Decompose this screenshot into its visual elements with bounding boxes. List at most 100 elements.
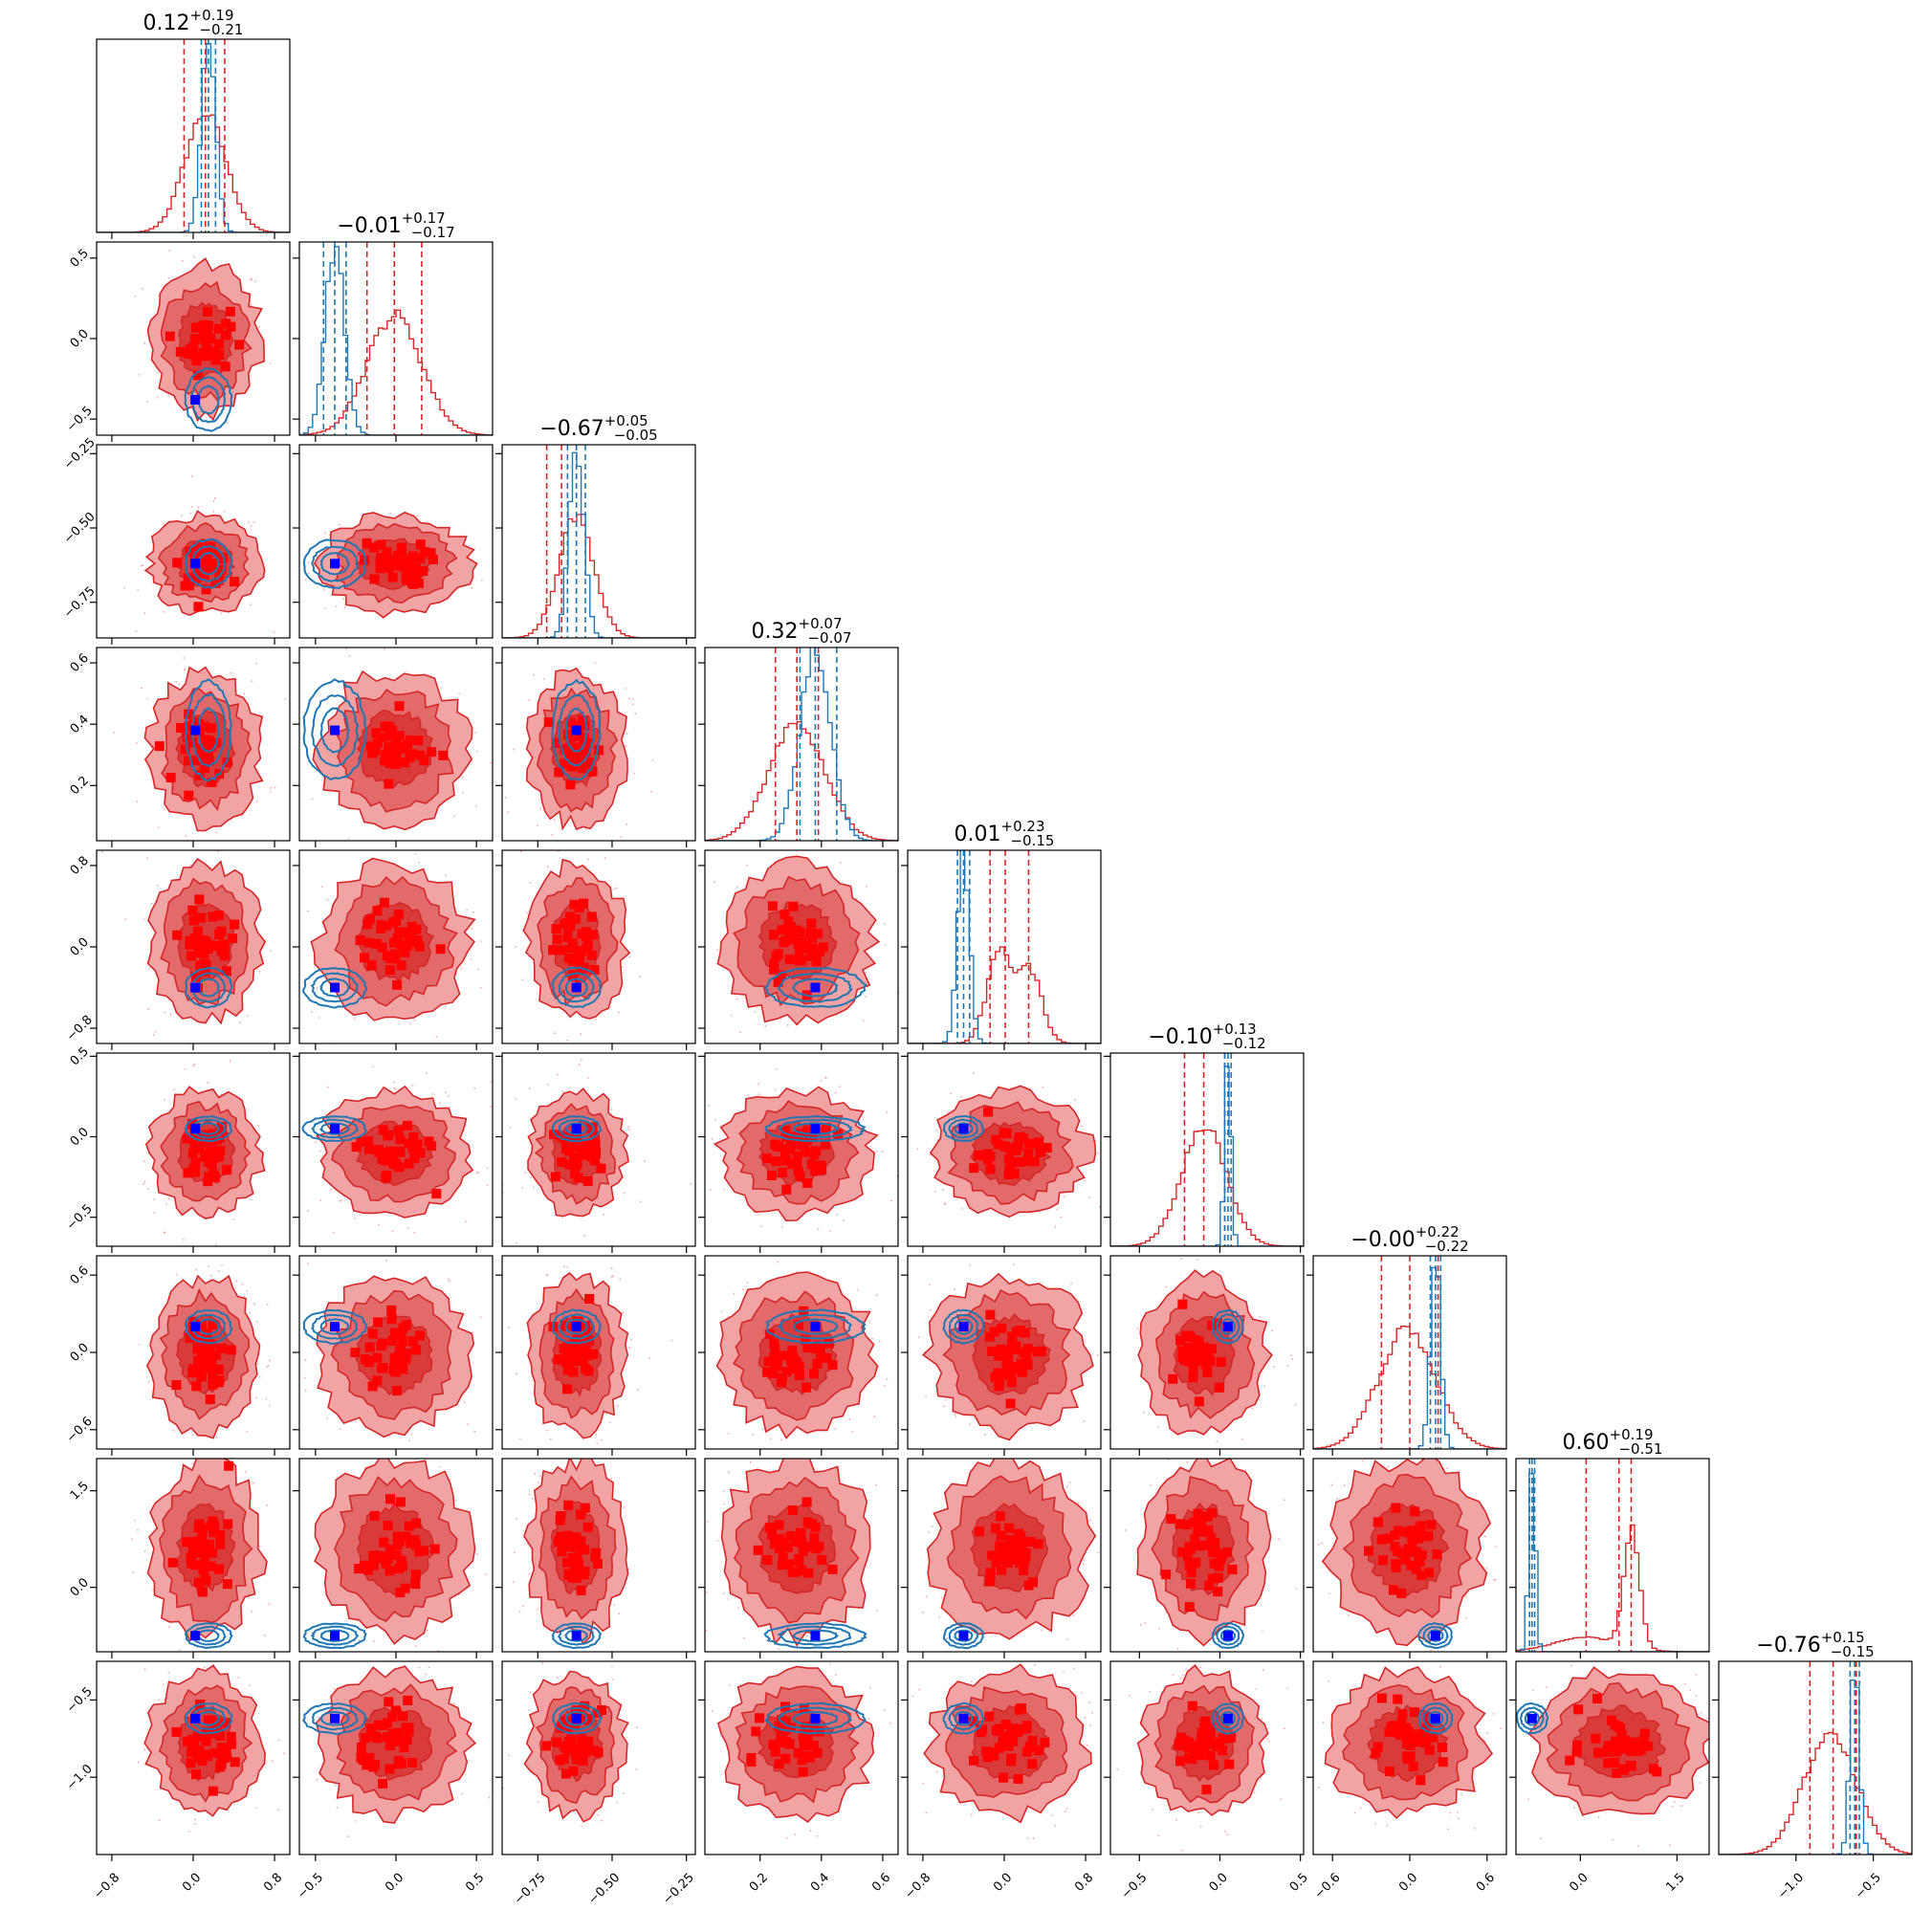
sample-point: [876, 1610, 878, 1613]
sample-point: [546, 866, 549, 868]
red-marker: [580, 1566, 590, 1576]
red-marker: [384, 562, 395, 573]
sample-point: [899, 944, 901, 946]
sample-point: [631, 698, 634, 700]
axes-frame: [501, 1458, 696, 1653]
sample-point: [255, 662, 257, 665]
red-marker: [204, 1156, 214, 1167]
sample-point: [851, 1431, 854, 1433]
red-marker: [552, 934, 562, 945]
red-marker: [969, 1163, 979, 1174]
sample-point: [884, 943, 887, 946]
red-marker: [201, 558, 211, 568]
contour-panel: [293, 1255, 494, 1456]
red-marker: [197, 1130, 208, 1140]
red-marker: [382, 920, 392, 931]
red-marker: [191, 1548, 202, 1558]
sample-point: [147, 1381, 150, 1383]
sample-point: [184, 1665, 186, 1667]
sample-point: [189, 512, 192, 515]
red-marker: [382, 751, 392, 761]
red-marker: [210, 578, 221, 588]
sample-point: [1143, 1411, 1145, 1414]
red-marker: [183, 348, 193, 359]
contour-panel: −0.50.00.5: [64, 241, 291, 442]
sample-point: [294, 1128, 296, 1130]
red-marker: [427, 1141, 437, 1152]
red-marker: [190, 756, 201, 766]
contour-level: [1219, 1318, 1236, 1335]
red-marker: [355, 935, 365, 946]
red-marker: [1175, 1335, 1186, 1346]
sample-point: [163, 523, 165, 525]
sample-point: [484, 1573, 487, 1576]
red-marker: [561, 1557, 572, 1568]
contour-level: [778, 973, 853, 1003]
sample-point: [634, 713, 637, 715]
red-marker: [221, 330, 231, 340]
sample-point: [539, 1475, 541, 1478]
red-marker: [190, 573, 201, 583]
sample-point: [627, 1126, 629, 1129]
y-tick-label: 0.8: [68, 854, 92, 878]
sample-point: [955, 1416, 957, 1418]
sample-point: [143, 1550, 146, 1553]
sample-point: [894, 1441, 897, 1444]
sample-point: [522, 1605, 524, 1608]
red-marker: [202, 306, 212, 317]
sample-point: [477, 968, 479, 971]
contour-panel: [495, 647, 696, 847]
blue-histogram: [705, 648, 898, 841]
sample-point: [316, 987, 318, 989]
sample-point: [185, 835, 187, 837]
red-marker: [783, 916, 794, 927]
red-marker: [400, 757, 410, 768]
red-marker: [185, 935, 195, 946]
red-marker: [567, 1553, 578, 1564]
red-marker: [171, 1380, 182, 1391]
sample-point: [113, 731, 116, 734]
sample-point: [146, 857, 149, 860]
sample-point: [583, 1235, 585, 1238]
sample-point: [778, 1648, 780, 1651]
truth-marker: [330, 1631, 340, 1641]
red-marker: [398, 1336, 408, 1347]
sample-point: [1157, 1425, 1159, 1428]
red-marker: [1001, 1129, 1012, 1139]
red-marker: [579, 898, 589, 909]
red-marker: [793, 1136, 803, 1147]
sample-point: [256, 1321, 258, 1324]
sample-point: [742, 1636, 745, 1639]
red-marker: [198, 1354, 209, 1365]
red-marker: [1019, 1133, 1029, 1144]
red-marker: [989, 1327, 999, 1337]
red-marker: [214, 565, 225, 576]
sample-point: [193, 255, 195, 258]
red-marker: [769, 1352, 779, 1363]
sample-point: [1180, 1257, 1183, 1260]
contour-level: [185, 538, 233, 589]
red-marker: [360, 1354, 370, 1365]
red-marker: [376, 920, 386, 931]
truth-marker: [571, 725, 582, 735]
red-marker: [1016, 1156, 1026, 1167]
contour-level: [319, 1629, 350, 1642]
sample-point: [154, 1030, 157, 1033]
sample-point: [377, 1223, 380, 1226]
red-marker: [780, 1155, 791, 1166]
contour-level: [564, 1629, 588, 1642]
red-marker: [180, 744, 190, 755]
red-marker: [806, 1542, 817, 1552]
sample-point: [447, 1278, 450, 1281]
sample-point: [533, 673, 536, 676]
red-marker: [234, 340, 245, 350]
histogram-panel: −0.10+0.13 −0.12: [1104, 1021, 1305, 1253]
sample-point: [553, 819, 556, 822]
sample-point: [623, 1506, 626, 1509]
sample-point: [153, 1212, 156, 1214]
contour-level: [551, 966, 602, 1009]
sample-point: [197, 506, 200, 509]
red-marker: [578, 1340, 588, 1350]
sample-point: [711, 1138, 714, 1140]
sample-point: [486, 1167, 489, 1170]
